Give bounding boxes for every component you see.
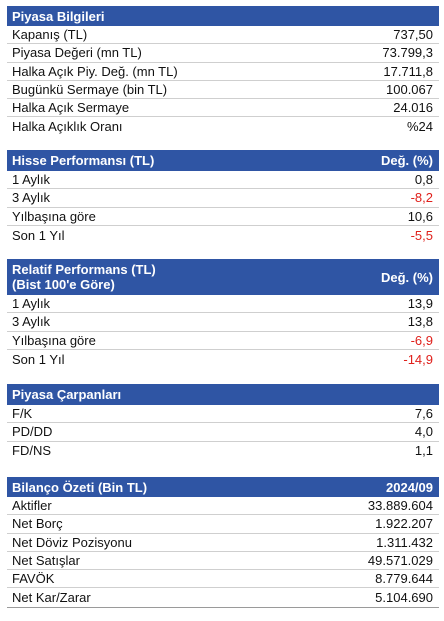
row-label: Piyasa Değeri (mn TL) [12,45,142,61]
row-value: 1.922.207 [375,516,433,532]
row-label: F/K [12,406,33,422]
table-row: Net Satışlar 49.571.029 [7,552,439,571]
stock-performance-section: Hisse Performansı (TL) Değ. (%) 1 Aylık 0… [7,150,439,244]
row-label: Bugünkü Sermaye (bin TL) [12,82,168,98]
relative-performance-section: Relatif Performans (TL) (Bist 100'e Göre… [7,259,439,368]
table-row: Net Borç 1.922.207 [7,515,439,534]
row-value: -5,5 [410,227,433,243]
row-label: 3 Aylık [12,314,51,330]
row-label: Net Kar/Zarar [12,590,91,606]
balance-summary-section: Bilanço Özeti (Bin TL) 2024/09 Aktifler 3… [7,477,439,608]
market-info-rows: Kapanış (TL) 737,50 Piyasa Değeri (mn TL)… [7,26,439,136]
table-row: FD/NS 1,1 [7,442,439,460]
row-value: -6,9 [410,332,433,348]
table-row: FAVÖK 8.779.644 [7,570,439,589]
table-row: Yılbaşına göre -6,9 [7,332,439,350]
market-info-title: Piyasa Bilgileri [12,8,105,24]
market-info-header: Piyasa Bilgileri [7,6,439,26]
balance-summary-header: Bilanço Özeti (Bin TL) 2024/09 [7,477,439,497]
table-row: PD/DD 4,0 [7,423,439,442]
row-label: FAVÖK [12,571,55,587]
table-row: Halka Açık Sermaye 24.016 [7,99,439,118]
row-value: 13,9 [407,296,433,312]
row-value: -8,2 [410,190,433,206]
table-row: 3 Aylık 13,8 [7,313,439,332]
row-value: -14,9 [403,351,433,367]
row-value: %24 [406,119,433,135]
row-value: 1,1 [414,443,433,459]
row-value: 5.104.690 [375,590,433,606]
stock-performance-rows: 1 Aylık 0,8 3 Aylık -8,2 Yılbaşına göre 10,… [7,171,439,244]
row-label: Halka Açıklık Oranı [12,119,123,135]
table-row: Net Kar/Zarar 5.104.690 [7,588,439,606]
table-row: 3 Aylık -8,2 [7,189,439,208]
multiples-title: Piyasa Çarpanları [12,387,122,402]
stock-performance-header: Hisse Performansı (TL) Değ. (%) [7,150,439,171]
row-label: 1 Aylık [12,296,51,312]
row-value: 4,0 [414,424,433,440]
row-value: 100.067 [386,82,433,98]
table-row: 1 Aylık 13,9 [7,295,439,314]
row-value: 33.889.604 [367,498,433,514]
multiples-section: Piyasa Çarpanları F/K 7,6 PD/DD 4,0 FD/NS 1… [7,384,439,460]
table-row: Bugünkü Sermaye (bin TL) 100.067 [7,81,439,100]
relative-performance-rows: 1 Aylık 13,9 3 Aylık 13,8 Yılbaşına göre -6… [7,295,439,368]
row-label: Son 1 Yıl [12,227,65,243]
table-row: Halka Açıklık Oranı %24 [7,117,439,135]
table-row: Aktifler 33.889.604 [7,497,439,516]
table-row: Piyasa Değeri (mn TL) 73.799,3 [7,44,439,63]
table-row: Son 1 Yıl -5,5 [7,226,439,244]
table-row: Kapanış (TL) 737,50 [7,26,439,45]
row-value: 13,8 [407,314,433,330]
row-label: Halka Açık Sermaye [12,100,130,116]
row-value: 10,6 [407,208,433,224]
stock-performance-column: Değ. (%) [381,153,433,168]
market-info-section: Piyasa Bilgileri Kapanış (TL) 737,50 Piya… [7,6,439,136]
multiples-header: Piyasa Çarpanları [7,384,439,405]
row-label: Aktifler [12,498,52,514]
row-value: 17.711,8 [383,63,433,79]
row-label: PD/DD [12,424,53,440]
row-label: 3 Aylık [12,190,51,206]
row-value: 8.779.644 [375,571,433,587]
stock-performance-title: Hisse Performansı (TL) [12,153,155,168]
row-label: FD/NS [12,443,51,459]
table-row: F/K 7,6 [7,405,439,424]
row-label: Net Borç [12,516,63,532]
table-row: Net Döviz Pozisyonu 1.311.432 [7,534,439,552]
table-row: Son 1 Yıl -14,9 [7,350,439,368]
table-row: Halka Açık Piy. Değ. (mn TL) 17.711,8 [7,63,439,81]
row-label: Halka Açık Piy. Değ. (mn TL) [12,63,178,79]
relative-performance-column: Değ. (%) [381,269,433,285]
row-label: Net Satışlar [12,553,80,569]
row-value: 0,8 [414,172,433,188]
multiples-rows: F/K 7,6 PD/DD 4,0 FD/NS 1,1 [7,405,439,460]
row-label: Kapanış (TL) [12,27,88,43]
relative-performance-title-line2: (Bist 100'e Göre) [12,277,115,292]
balance-summary-column: 2024/09 [386,479,433,495]
balance-summary-rows: Aktifler 33.889.604 Net Borç 1.922.207 Net… [7,497,439,607]
balance-summary-title: Bilanço Özeti (Bin TL) [12,479,148,495]
relative-performance-title-line1: Relatif Performans (TL) [12,262,156,277]
relative-performance-title: Relatif Performans (TL) (Bist 100'e Göre… [12,262,156,292]
row-value: 737,50 [393,27,433,43]
row-label: Net Döviz Pozisyonu [12,534,132,550]
row-label: 1 Aylık [12,172,51,188]
relative-performance-header: Relatif Performans (TL) (Bist 100'e Göre… [7,259,439,295]
row-label: Son 1 Yıl [12,351,65,367]
row-value: 7,6 [414,406,433,422]
row-value: 1.311.432 [376,534,433,550]
row-value: 73.799,3 [382,45,433,61]
table-row: 1 Aylık 0,8 [7,171,439,190]
row-label: Yılbaşına göre [12,332,96,348]
row-value: 49.571.029 [367,553,433,569]
table-row: Yılbaşına göre 10,6 [7,208,439,226]
row-value: 24.016 [393,100,433,116]
row-label: Yılbaşına göre [12,208,96,224]
